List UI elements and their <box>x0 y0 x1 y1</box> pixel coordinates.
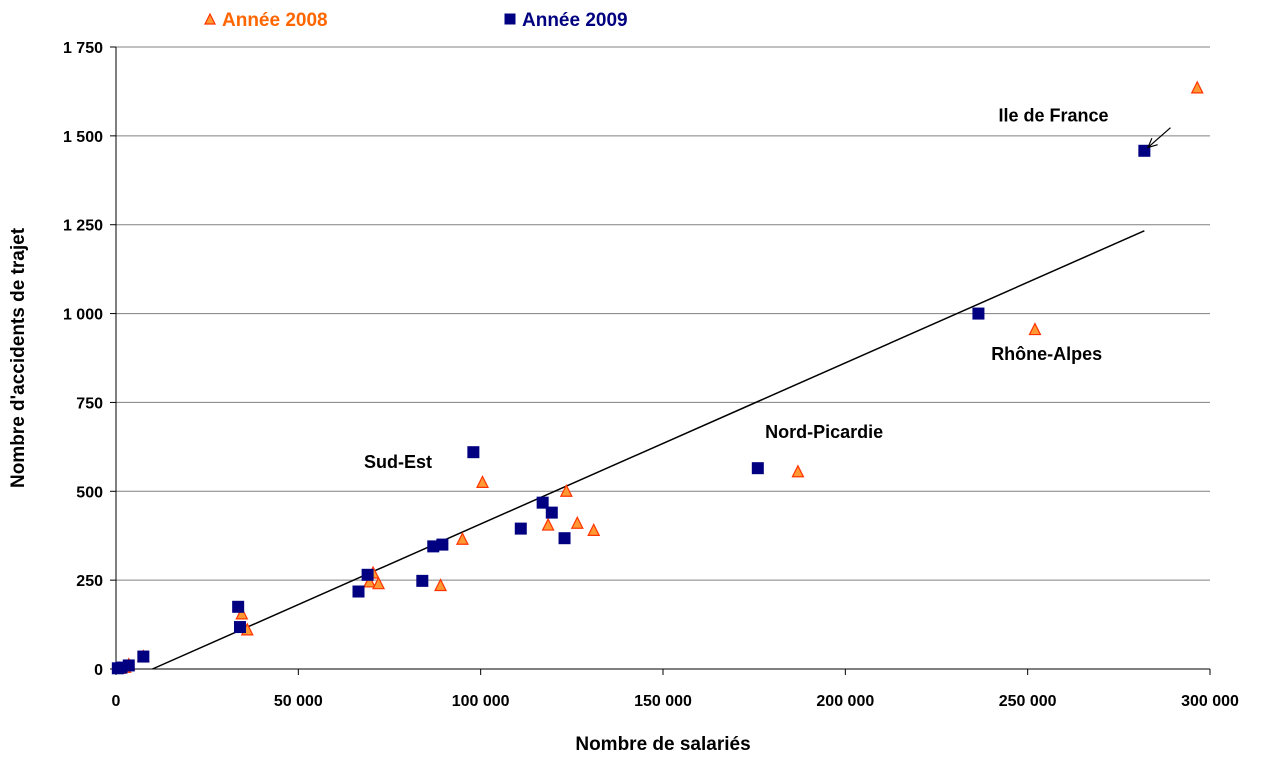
x-tick-label: 200 000 <box>816 693 874 710</box>
data-point-2009 <box>1138 144 1151 157</box>
x-tick-label: 100 000 <box>452 693 510 710</box>
y-tick-label: 1 750 <box>63 40 103 57</box>
data-point-2009 <box>361 568 374 581</box>
data-point-2008 <box>362 574 376 588</box>
annotation-label: Nord-Picardie <box>765 422 883 442</box>
data-marks <box>111 80 1204 675</box>
legend: Année 2008 Année 2009 <box>204 10 628 31</box>
data-point-2009 <box>751 462 764 475</box>
grid-lines <box>116 46 1210 581</box>
trendline <box>152 230 1145 670</box>
x-tick-label: 150 000 <box>634 693 692 710</box>
annotation-arrow-line <box>1147 127 1171 148</box>
y-tick-label: 1 000 <box>63 307 103 324</box>
data-point-2009 <box>545 506 558 519</box>
data-point-2009 <box>436 538 449 551</box>
data-point-2008 <box>587 523 601 536</box>
data-point-2008 <box>570 515 584 529</box>
data-point-2009 <box>514 522 527 535</box>
data-point-2009 <box>416 574 429 587</box>
legend-marker-2009 <box>504 13 516 25</box>
axes <box>110 46 1211 675</box>
data-point-2009 <box>122 659 135 672</box>
data-point-2008 <box>434 578 448 592</box>
y-tick-label: 1 250 <box>63 218 103 235</box>
y-axis-title: Nombre d'accidents de trajet <box>8 227 29 488</box>
data-point-2009 <box>536 496 549 509</box>
tick-labels: 0 250 500 750 1 000 1 250 1 500 1 750 0 50 000 100… <box>63 40 1239 710</box>
data-point-2008 <box>541 517 555 531</box>
legend-label: Année 2009 <box>522 10 628 31</box>
annotation-arrow-head <box>1146 137 1158 149</box>
data-point-2009 <box>233 621 246 634</box>
y-tick-label: 500 <box>76 484 103 501</box>
data-point-2009 <box>467 446 480 459</box>
data-point-2008 <box>455 531 469 545</box>
data-point-2009 <box>232 600 245 613</box>
x-tick-label: 0 <box>112 693 121 710</box>
data-point-2009 <box>137 650 150 663</box>
annotation-label: Ile de France <box>998 106 1108 126</box>
data-point-2008 <box>235 606 249 620</box>
legend-label: Année 2008 <box>222 10 328 31</box>
data-point-2009 <box>558 532 571 545</box>
data-point-2008 <box>372 576 386 590</box>
annotation-label: Sud-Est <box>364 452 432 472</box>
annotations: Ile de France Rhône-Alpes Nord-Picardie Sud… <box>364 106 1171 472</box>
x-tick-label: 300 000 <box>1181 693 1239 710</box>
data-point-2009 <box>972 307 985 320</box>
annotation-label: Rhône-Alpes <box>991 344 1102 364</box>
legend-marker-2008 <box>204 12 216 25</box>
y-tick-label: 0 <box>94 662 103 679</box>
x-tick-label: 50 000 <box>274 693 323 710</box>
data-point-2008 <box>559 483 573 497</box>
data-point-2008 <box>1028 322 1042 336</box>
y-tick-label: 1 500 <box>63 129 103 146</box>
data-point-2008 <box>1190 80 1204 94</box>
data-point-2008 <box>791 464 805 478</box>
y-tick-label: 750 <box>76 395 103 412</box>
x-tick-label: 250 000 <box>999 693 1057 710</box>
trendline-group <box>152 230 1145 670</box>
x-axis-title: Nombre de salariés <box>575 734 750 755</box>
y-tick-label: 250 <box>76 573 103 590</box>
data-point-2008 <box>476 475 489 488</box>
data-point-2009 <box>352 585 365 598</box>
